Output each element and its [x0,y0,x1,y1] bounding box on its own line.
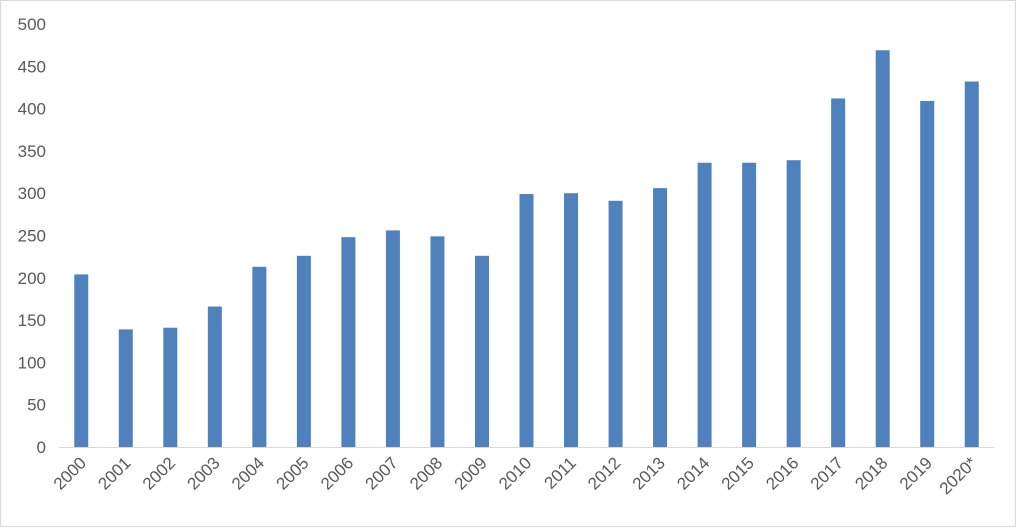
bar-2003 [207,306,222,447]
x-tick-label: 2010 [495,453,535,493]
y-axis-ticks: 0 50 100 150 200 250 300 350 400 450 500 [18,15,46,457]
x-tick-label: 2020* [936,453,981,498]
bar-2020-star [964,81,979,447]
bar-2008 [430,236,445,447]
y-tick-label: 500 [18,15,46,34]
x-tick-label: 2014 [673,453,713,493]
x-tick-label: 2015 [718,453,758,493]
bar-2010 [519,194,534,447]
bar-2018 [875,50,890,447]
y-tick-label: 100 [18,353,46,372]
bar-2014 [697,162,712,448]
bar-2004 [252,266,267,447]
x-tick-label: 2007 [362,453,402,493]
y-tick-label: 400 [18,100,46,119]
x-tick-label: 2008 [406,453,446,493]
bar-2007 [385,230,400,447]
bar-2013 [653,188,668,447]
x-axis-ticks: 2000 2001 2002 2003 2004 2005 2006 2007 2008 2009… [50,453,981,498]
x-tick-label: 2017 [807,453,847,493]
bar-2019 [920,100,935,448]
bar-2015 [742,162,757,448]
x-tick-label: 2009 [451,453,491,493]
bar-2001 [118,329,133,447]
y-tick-label: 250 [18,227,46,246]
x-tick-label: 2013 [629,453,669,493]
bar-2002 [163,327,178,447]
x-tick-label: 2018 [851,453,891,493]
bar-2006 [341,237,356,447]
x-tick-label: 2004 [228,453,268,493]
x-tick-label: 2003 [183,453,223,493]
bar-2017 [831,98,846,447]
y-tick-label: 50 [27,396,46,415]
y-tick-label: 200 [18,269,46,288]
bar-2011 [564,193,579,447]
bar-2016 [786,160,801,447]
x-tick-label: 2001 [94,453,134,493]
bar-2009 [474,255,489,447]
x-tick-label: 2002 [139,453,179,493]
y-tick-label: 350 [18,142,46,161]
y-tick-label: 450 [18,57,46,76]
bars-group [74,50,979,448]
bar-2000 [74,274,89,447]
x-tick-label: 2000 [50,453,90,493]
x-tick-label: 2019 [896,453,936,493]
y-tick-label: 300 [18,184,46,203]
bar-2005 [296,255,311,447]
y-tick-label: 150 [18,311,46,330]
x-tick-label: 2005 [273,453,313,493]
x-tick-label: 2006 [317,453,357,493]
bar-2012 [608,200,623,447]
x-tick-label: 2012 [584,453,624,493]
x-tick-label: 2016 [762,453,802,493]
y-tick-label: 0 [37,438,46,457]
x-tick-label: 2011 [541,453,580,492]
